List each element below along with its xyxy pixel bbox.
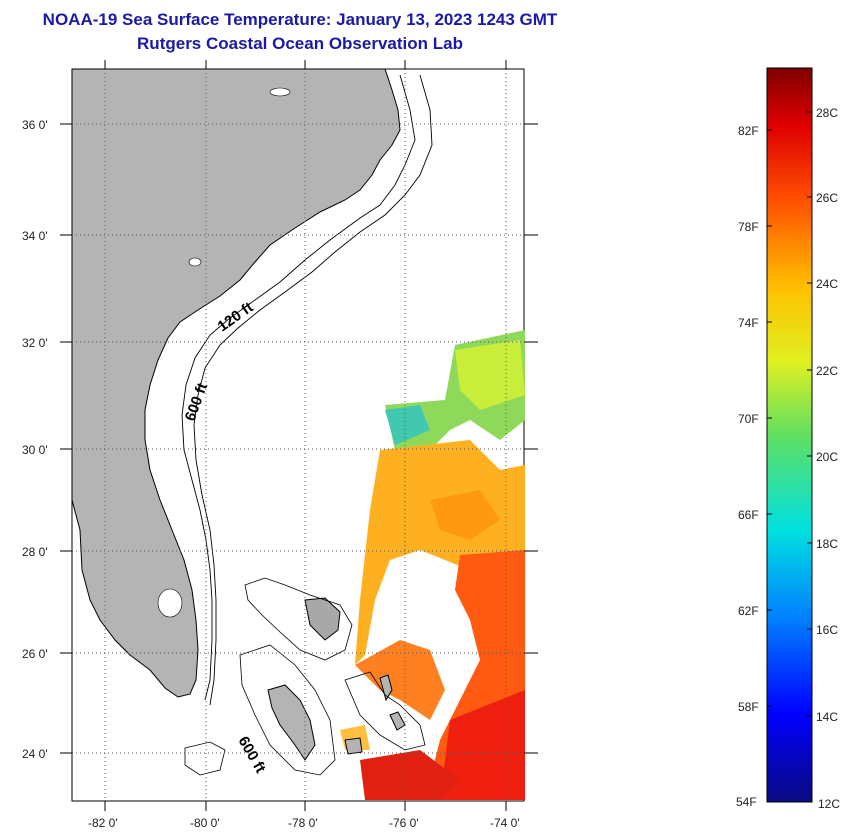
land-mainland [71,68,401,698]
colorbar-f-label: 58F [738,700,759,714]
lon-label-74: -74 0' [490,816,520,830]
lon-label-82: -82 0' [88,816,118,830]
frame-ticks [60,60,538,811]
lat-label-26: 26 0' [22,647,48,661]
colorbar-c-label: 14C [816,710,838,724]
lon-label-76: -76 0' [389,816,419,830]
bahamas-islands [267,597,406,761]
graticule [72,69,524,801]
lat-label-32: 32 0' [22,336,48,350]
lat-label-34: 34 0' [22,229,48,243]
colorbar-f-label: 78F [738,220,759,234]
colorbar [766,67,813,803]
colorbar-c-label: 16C [816,623,838,637]
map-title: NOAA-19 Sea Surface Temperature: January… [42,10,558,29]
colorbar-c-label: 26C [816,191,838,205]
lat-label-36: 36 0' [22,118,48,132]
colorbar-f-label: 54F [736,795,757,809]
colorbar-ticks [767,111,812,717]
colorbar-c-label: 24C [816,277,838,291]
bathymetry-lines [181,74,433,706]
colorbar-c-label: 22C [816,364,838,378]
lat-label-28: 28 0' [22,545,48,559]
colorbar-c-label: 20C [816,450,838,464]
colorbar-f-label: 74F [738,316,759,330]
lon-label-80: -80 0' [190,816,220,830]
lon-label-78: -78 0' [288,816,318,830]
sst-data-layer [340,330,525,800]
lat-label-24: 24 0' [22,747,48,761]
colorbar-c-label: 12C [818,797,840,811]
map-subtitle: Rutgers Coastal Ocean Observation Lab [137,34,463,53]
bank-contours [184,577,426,776]
colorbar-c-label: 28C [816,106,838,120]
colorbar-f-label: 82F [738,124,759,138]
colorbar-f-label: 70F [738,412,759,426]
lat-label-30: 30 0' [22,443,48,457]
colorbar-c-label: 18C [816,537,838,551]
colorbar-f-label: 66F [738,508,759,522]
colorbar-f-label: 62F [738,604,759,618]
